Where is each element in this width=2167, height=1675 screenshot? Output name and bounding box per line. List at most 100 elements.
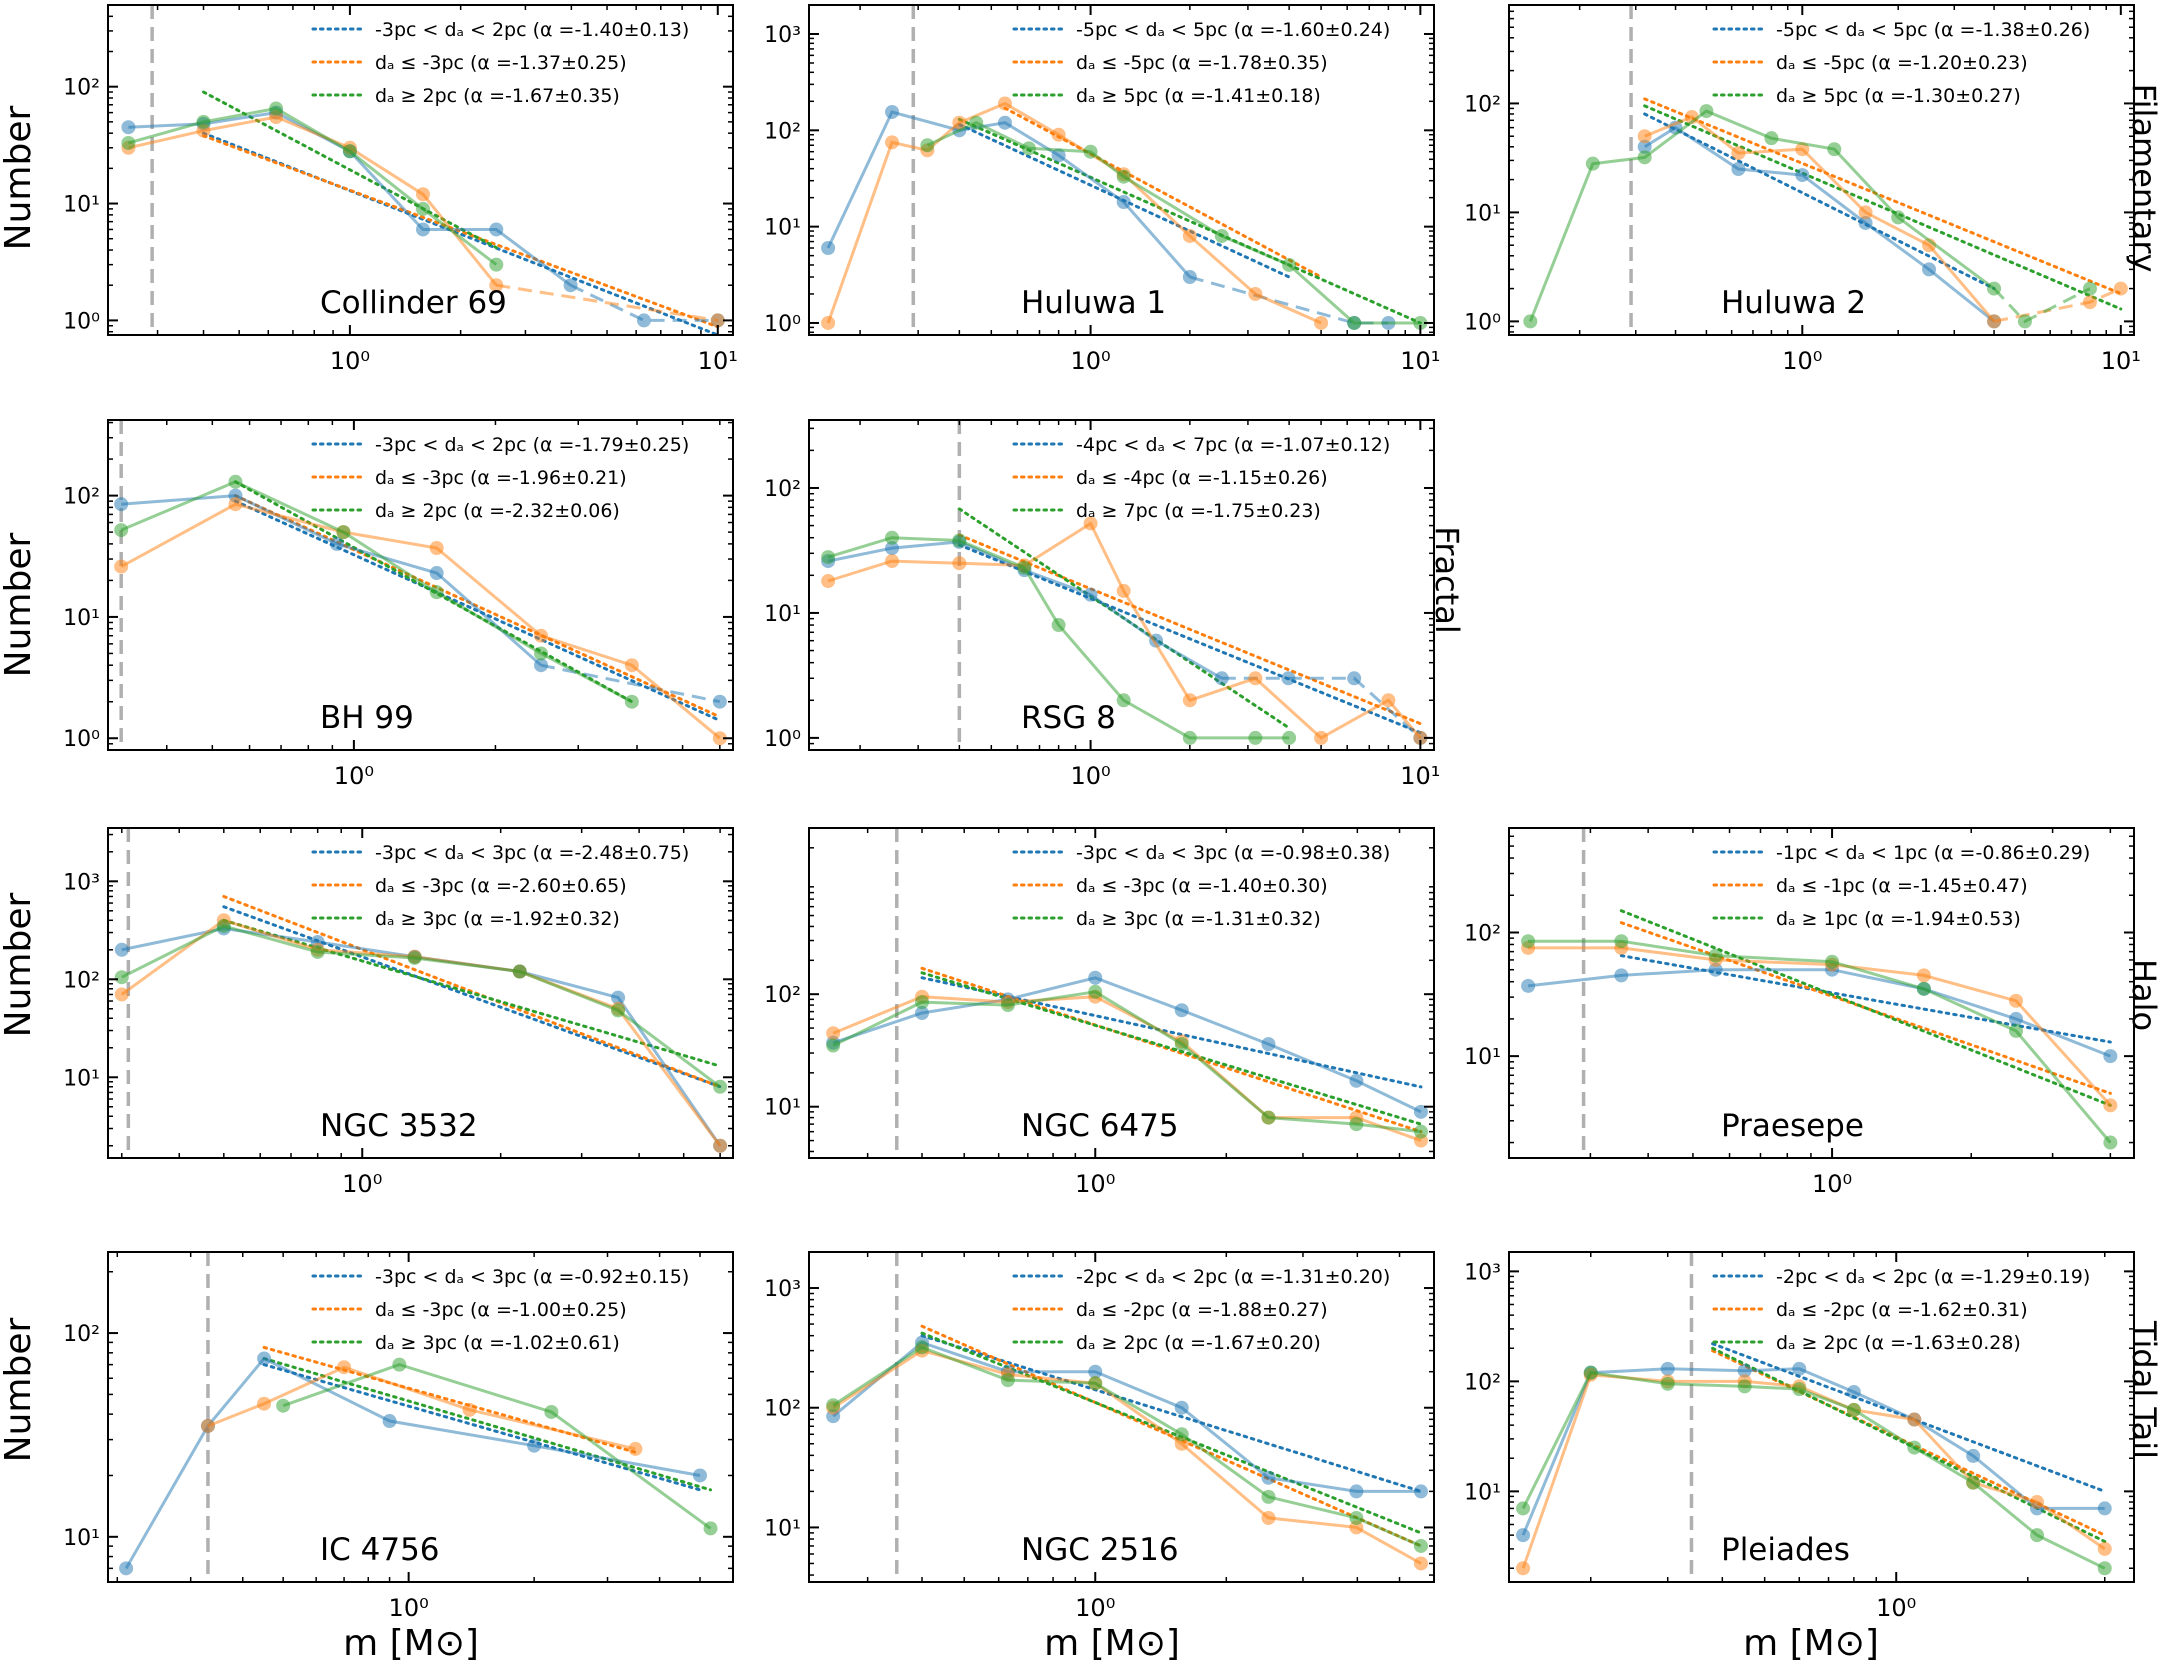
data-point-collinder-69-2-5: [489, 257, 504, 272]
data-point-ngc-2516-2-1: [915, 1340, 930, 1355]
y-tick-label-praesepe-1: 10²: [1464, 921, 1501, 946]
data-point-ngc-3532-1-0: [114, 987, 129, 1002]
panel-title-pleiades: Pleiades: [1721, 1532, 1850, 1568]
legend-entry-ngc-2516-0: -2pc < dₐ < 2pc (α =-1.31±0.20): [1076, 1266, 1390, 1288]
data-point-ngc-2516-2-6: [1349, 1510, 1364, 1525]
series-line-collinder-69-1: [128, 115, 498, 287]
data-point-rsg-8-2-6: [1182, 730, 1197, 745]
y-tick-label-bh-99-1: 10¹: [63, 606, 100, 631]
series-tail-rsg-8-0: [1221, 676, 1422, 740]
legend-entry-collinder-69-0: -3pc < dₐ < 2pc (α =-1.40±0.13): [375, 19, 689, 41]
series-line-pleiades-0: [1521, 1367, 2105, 1536]
data-point-rsg-8-1-7: [1248, 671, 1263, 686]
data-point-praesepe-0-1: [1614, 968, 1629, 983]
data-point-rsg-8-2-1: [885, 530, 900, 545]
y-tick-label-bh-99-2: 10²: [63, 485, 100, 510]
data-point-rsg-8-1-8: [1314, 730, 1329, 745]
data-point-pleiades-0-9: [2097, 1501, 2112, 1516]
row-label-halo: Halo: [2125, 959, 2163, 1031]
data-point-ngc-6475-2-5: [1261, 1110, 1276, 1125]
data-point-rsg-8-1-9: [1381, 693, 1396, 708]
legend-entry-praesepe-1: dₐ ≤ -1pc (α =-1.45±0.47): [1776, 875, 2028, 897]
legend-entry-pleiades-0: -2pc < dₐ < 2pc (α =-1.29±0.19): [1776, 1266, 2090, 1288]
fit-line-ngc-2516-0: [920, 1334, 1423, 1493]
data-point-rsg-8-0-7: [1281, 671, 1296, 686]
data-point-ngc-2516-1-7: [1413, 1556, 1428, 1571]
y-tick-label-huluwa-2-0: 10⁰: [1464, 310, 1501, 335]
y-tick-label-ngc-2516-0: 10¹: [764, 1516, 801, 1541]
data-point-pleiades-1-9: [2097, 1541, 2112, 1556]
legend-entry-ngc-6475-0: -3pc < dₐ < 3pc (α =-0.98±0.38): [1076, 842, 1390, 864]
series-line-ngc-3532-2: [121, 924, 721, 1089]
fit-line-rsg-8-0: [957, 543, 1422, 735]
x-tick-label-collinder-69-1: 10¹: [698, 347, 738, 375]
data-point-bh-99-1-1: [228, 497, 243, 512]
panel-ngc-6475: 10⁰ 10¹ 10² -3pc < dₐ < 3pc (α =-0.98±0.38)…: [764, 827, 1435, 1198]
fit-line-collinder-69-1: [202, 134, 720, 329]
series-line-ngc-2516-1: [832, 1348, 1422, 1565]
axes-frame-ngc-6475: [808, 827, 1435, 1159]
data-point-bh-99-1-3: [429, 540, 444, 555]
series-line-huluwa-1-0: [826, 110, 1192, 278]
data-point-huluwa-2-2-3: [1699, 104, 1714, 119]
legend-entry-pleiades-2: dₐ ≥ 2pc (α =-1.63±0.28): [1776, 1332, 2021, 1354]
data-point-praesepe-2-4: [1916, 981, 1931, 996]
legend-entry-ngc-2516-1: dₐ ≤ -2pc (α =-1.88±0.27): [1076, 1299, 1328, 1321]
data-point-praesepe-0-2: [1708, 962, 1723, 977]
data-point-praesepe-1-4: [1916, 968, 1931, 983]
data-point-huluwa-1-1-3: [952, 115, 967, 130]
data-point-bh-99-2-3: [429, 585, 444, 600]
data-point-rsg-8-0-1: [885, 541, 900, 556]
panel-title-praesepe: Praesepe: [1721, 1108, 1864, 1144]
data-point-collinder-69-0-5: [489, 222, 504, 237]
legend-entry-huluwa-2-1: dₐ ≤ -5pc (α =-1.20±0.23): [1776, 52, 2028, 74]
legend-entry-huluwa-2-0: -5pc < dₐ < 5pc (α =-1.38±0.26): [1776, 19, 2090, 41]
data-point-collinder-69-0-7: [636, 313, 651, 328]
data-point-rsg-8-1-1: [885, 554, 900, 569]
data-point-huluwa-2-1-2: [1731, 146, 1746, 161]
series-tail-huluwa-2-1: [1993, 287, 2122, 323]
series-line-ngc-6475-2: [832, 990, 1422, 1134]
axes-frame-bh-99: [107, 419, 734, 751]
data-point-rsg-8-0-4: [1083, 587, 1098, 602]
data-point-huluwa-2-2-9: [2082, 281, 2097, 296]
fit-line-collinder-69-2: [202, 90, 498, 250]
data-point-collinder-69-0-6: [563, 278, 578, 293]
data-point-huluwa-2-2-0: [1523, 314, 1538, 329]
data-point-huluwa-1-2-8: [1413, 315, 1428, 330]
series-tail-huluwa-2-2: [1993, 287, 2091, 324]
data-point-bh-99-2-1: [228, 474, 243, 489]
data-point-ngc-3532-0-5: [611, 990, 626, 1005]
data-point-huluwa-2-1-4: [1858, 205, 1873, 220]
data-point-huluwa-2-0-2: [1731, 162, 1746, 177]
panel-title-ngc-3532: NGC 3532: [320, 1108, 478, 1144]
fit-line-ngc-3532-0: [222, 905, 722, 1089]
data-point-pleiades-0-0: [1516, 1528, 1531, 1543]
x-tick-label-ngc-2516-0: 10⁰: [1075, 1594, 1115, 1622]
data-point-pleiades-1-0: [1516, 1561, 1531, 1576]
data-point-huluwa-2-2-2: [1637, 150, 1652, 165]
data-point-huluwa-1-0-6: [1182, 270, 1197, 285]
data-point-pleiades-2-5: [1846, 1402, 1861, 1417]
data-point-praesepe-2-3: [1825, 954, 1840, 969]
data-point-ngc-2516-2-4: [1174, 1427, 1189, 1442]
axes-frame-huluwa-1: [808, 4, 1435, 336]
y-tick-label-huluwa-2-1: 10¹: [1464, 201, 1501, 226]
series-line-ic-4756-2: [282, 1363, 712, 1530]
data-point-ic-4756-1-1: [257, 1396, 272, 1411]
legend-entry-collinder-69-2: dₐ ≥ 2pc (α =-1.67±0.35): [375, 85, 620, 107]
data-point-huluwa-2-2-7: [1987, 281, 2002, 296]
data-point-ngc-2516-2-5: [1261, 1489, 1276, 1504]
data-point-huluwa-2-1-8: [2113, 281, 2128, 296]
data-point-ic-4756-1-3: [462, 1402, 477, 1417]
series-tail-bh-99-0: [540, 663, 721, 704]
data-point-huluwa-2-1-0: [1637, 129, 1652, 144]
legend-entry-ngc-6475-1: dₐ ≤ -3pc (α =-1.40±0.30): [1076, 875, 1328, 897]
data-point-pleiades-2-4: [1792, 1382, 1807, 1397]
data-point-ngc-3532-2-0: [114, 970, 129, 985]
data-point-ic-4756-1-2: [337, 1360, 352, 1375]
data-point-pleiades-1-6: [1907, 1412, 1922, 1427]
y-tick-label-ngc-3532-1: 10²: [63, 968, 100, 993]
data-point-praesepe-1-6: [2103, 1098, 2118, 1113]
series-line-ic-4756-1: [207, 1365, 636, 1451]
